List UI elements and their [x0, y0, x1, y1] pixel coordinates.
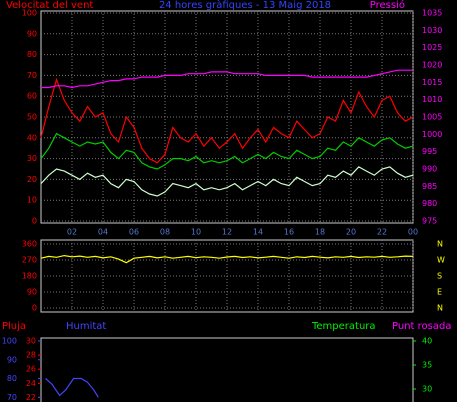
series-line: [40, 77, 414, 164]
y-tick-label: 80: [7, 374, 17, 383]
x-tick-label: 04: [98, 228, 108, 237]
axis-label: Punt rosada: [392, 321, 451, 332]
x-tick-label: 22: [377, 228, 387, 237]
y-tick-label: 90: [27, 29, 37, 38]
x-tick-label: 00: [408, 228, 418, 237]
y2-tick-label: 1020: [422, 61, 442, 70]
y2-tick-label: 1025: [422, 43, 442, 52]
y-tick-label: 24: [26, 379, 36, 388]
x-tick-label: 20: [346, 228, 356, 237]
y-tick-label: 0: [32, 217, 37, 226]
y2-tick-label: W: [437, 256, 445, 265]
plot-frame: [40, 337, 414, 402]
y2-tick-label: 1010: [422, 95, 442, 104]
y-tick-label: 70: [7, 393, 17, 402]
y2-tick-label: 1005: [422, 113, 442, 122]
series-line: [40, 254, 414, 264]
y2-tick-label: 1035: [422, 9, 442, 18]
y2-tick-label: N: [437, 240, 443, 249]
y-tick-label: 90: [27, 288, 37, 297]
y-tick-label: 10: [27, 196, 37, 205]
y-tick-label: 0: [32, 304, 37, 313]
y-tick-label: 360: [22, 240, 37, 249]
y-tick-label: 30: [422, 385, 432, 394]
y-tick-label: 100: [22, 9, 37, 18]
y-tick-label: 90: [7, 355, 17, 364]
series-line: [40, 166, 414, 197]
y-tick-label: 270: [22, 256, 37, 265]
axis-label: Temperatura: [311, 321, 376, 332]
y-tick-label: 40: [27, 133, 37, 142]
axis-label: Humitat: [66, 321, 106, 332]
y-tick-label: 40: [422, 337, 432, 346]
y2-tick-label: 1015: [422, 78, 442, 87]
series-line: [41, 69, 413, 89]
y-tick-label: 30: [26, 337, 36, 346]
y-tick-label: 50: [27, 113, 37, 122]
y-tick-label: 28: [26, 351, 36, 360]
y-tick-label: 26: [26, 365, 36, 374]
y-tick-label: 180: [22, 272, 37, 281]
x-tick-label: 08: [160, 228, 170, 237]
y-tick-label: 30: [27, 154, 37, 163]
x-tick-label: 12: [222, 228, 232, 237]
x-tick-label: 06: [129, 228, 139, 237]
y2-tick-label: 1030: [422, 26, 442, 35]
axis-label: Pluja: [2, 321, 26, 332]
chart-title: 24 hores gràfiques - 13 Maig 2018: [159, 0, 331, 11]
y-tick-label: 35: [422, 361, 432, 370]
y2-tick-label: 1000: [422, 130, 442, 139]
y2-tick-label: 980: [422, 199, 437, 208]
y-tick-label: 100: [2, 337, 17, 346]
x-tick-label: 16: [284, 228, 294, 237]
x-tick-label: 14: [253, 228, 263, 237]
y2-tick-label: 990: [422, 165, 437, 174]
y-tick-label: 22: [26, 393, 36, 402]
y2-axis-label: Pressió: [370, 0, 405, 11]
y2-tick-label: 995: [422, 147, 437, 156]
x-tick-label: 10: [191, 228, 201, 237]
y-tick-label: 20: [27, 175, 37, 184]
y2-tick-label: 975: [422, 217, 437, 226]
y2-tick-label: E: [437, 288, 442, 297]
series-line: [40, 132, 414, 170]
y2-tick-label: N: [437, 304, 443, 313]
y-tick-label: 70: [27, 71, 37, 80]
series-line: [45, 377, 99, 398]
y2-tick-label: 985: [422, 182, 437, 191]
x-tick-label: 02: [67, 228, 77, 237]
y-tick-label: 80: [27, 50, 37, 59]
y-axis-label: Velocitat del vent: [6, 0, 93, 11]
y-tick-label: 60: [27, 92, 37, 101]
y2-tick-label: S: [437, 272, 442, 281]
x-tick-label: 18: [315, 228, 325, 237]
